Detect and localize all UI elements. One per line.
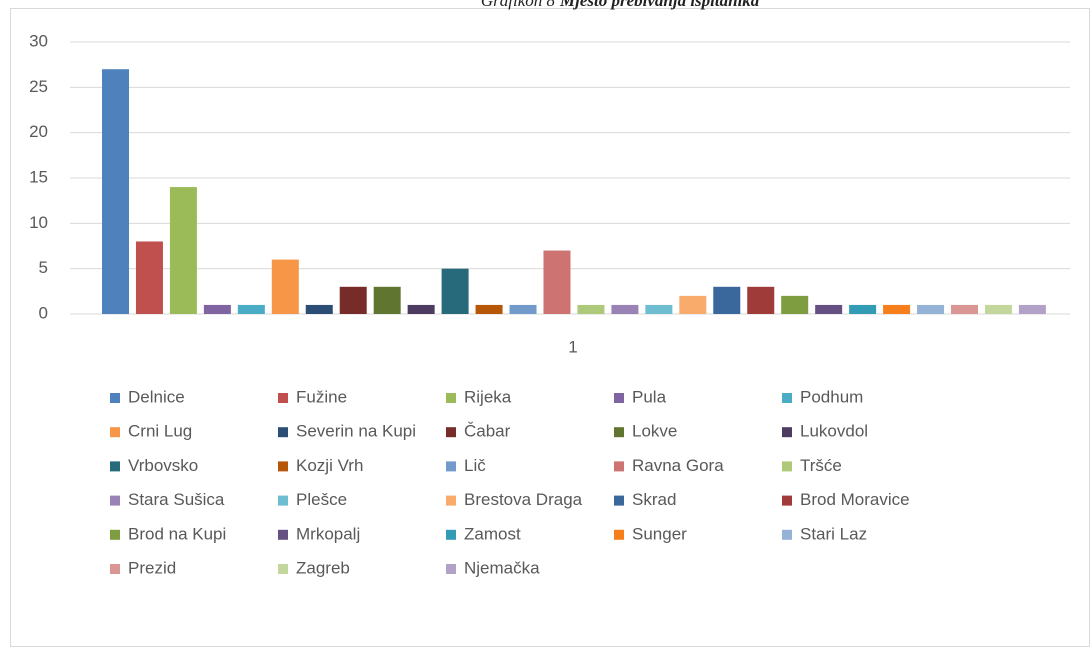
legend-label: Zagreb: [296, 558, 350, 577]
bar: [611, 304, 639, 314]
bar: [373, 286, 401, 314]
legend-swatch: [782, 427, 792, 438]
legend-label: Ravna Gora: [632, 456, 724, 475]
bar: [305, 304, 333, 314]
bar: [713, 286, 741, 314]
legend-swatch: [278, 393, 288, 403]
legend-label: Prezid: [128, 558, 176, 577]
legend-swatch: [446, 564, 456, 574]
bar: [407, 304, 435, 314]
legend-swatch: [110, 461, 120, 472]
bar: [135, 241, 163, 314]
legend-swatch: [110, 529, 120, 540]
chart-area: [10, 8, 1090, 647]
legend-label: Brestova Draga: [464, 490, 583, 509]
legend-label: Brod Moravice: [800, 490, 910, 509]
legend-swatch: [446, 495, 456, 506]
y-tick-label: 25: [29, 77, 48, 96]
legend-label: Sunger: [632, 524, 687, 543]
y-tick-label: 0: [39, 303, 48, 322]
legend-swatch: [782, 529, 792, 540]
bar: [203, 304, 231, 314]
legend-swatch: [110, 427, 120, 438]
bar: [815, 304, 843, 314]
bar: [441, 268, 469, 314]
legend-label: Vrbovsko: [128, 456, 198, 475]
legend-swatch: [614, 427, 624, 438]
legend-swatch: [782, 393, 792, 403]
chart-caption: Grafikon 8: [481, 0, 556, 10]
legend-label: Pula: [632, 387, 667, 406]
legend-label: Plešce: [296, 490, 347, 509]
bar: [679, 295, 707, 314]
legend-swatch: [278, 427, 288, 438]
legend-swatch: [446, 461, 456, 472]
bar: [781, 295, 809, 314]
legend-label: Rijeka: [464, 387, 512, 406]
legend-label: Podhum: [800, 387, 863, 406]
legend-label: Stara Sušica: [128, 490, 225, 509]
chart-title: Mjesto prebivanja ispitanika: [559, 0, 760, 10]
bar: [951, 304, 978, 314]
bar: [577, 304, 605, 314]
legend-label: Zamost: [464, 524, 521, 543]
legend-label: Skrad: [632, 490, 676, 509]
legend-swatch: [278, 564, 288, 574]
legend-label: Crni Lug: [128, 422, 192, 441]
legend-swatch: [278, 529, 288, 540]
legend-label: Brod na Kupi: [128, 524, 226, 543]
legend-swatch: [614, 529, 624, 540]
legend-swatch: [446, 427, 456, 438]
legend-label: Njemačka: [464, 558, 540, 577]
bar: [271, 259, 299, 314]
bar: [849, 304, 877, 314]
legend-label: Lukovdol: [800, 422, 868, 441]
bar: [475, 304, 503, 314]
bar: [102, 69, 129, 314]
y-tick-label: 5: [39, 258, 48, 277]
y-tick-label: 15: [29, 167, 48, 186]
legend-swatch: [782, 495, 792, 506]
legend-swatch: [446, 529, 456, 540]
legend-label: Lič: [464, 456, 486, 475]
legend-swatch: [278, 495, 288, 506]
legend-swatch: [110, 495, 120, 506]
bar: [169, 187, 197, 314]
legend-label: Čabar: [464, 422, 511, 441]
bar: [984, 304, 1012, 314]
legend-label: Stari Laz: [800, 524, 867, 543]
y-tick-label: 20: [29, 122, 48, 141]
bar: [543, 250, 571, 314]
legend-label: Severin na Kupi: [296, 422, 416, 441]
legend-swatch: [278, 461, 288, 472]
x-tick-label: 1: [568, 337, 577, 356]
legend-swatch: [614, 393, 624, 403]
bar: [339, 286, 367, 314]
legend-label: Kozji Vrh: [296, 456, 363, 475]
bar: [645, 304, 673, 314]
legend-swatch: [782, 461, 792, 472]
legend-swatch: [110, 393, 120, 403]
bar: [1018, 304, 1046, 314]
legend-label: Fužine: [296, 387, 347, 406]
bar: [509, 304, 537, 314]
legend-swatch: [110, 564, 120, 574]
legend-swatch: [446, 393, 456, 403]
y-tick-label: 10: [29, 213, 48, 232]
bar: [237, 304, 265, 314]
bar: [917, 304, 945, 314]
bar: [747, 286, 775, 314]
legend-swatch: [614, 495, 624, 506]
y-tick-label: 30: [29, 31, 48, 50]
legend-label: Tršće: [800, 456, 842, 475]
legend-swatch: [614, 461, 624, 472]
legend-label: Lokve: [632, 422, 677, 441]
bar: [883, 304, 911, 314]
legend-label: Mrkopalj: [296, 524, 360, 543]
legend-label: Delnice: [128, 387, 185, 406]
